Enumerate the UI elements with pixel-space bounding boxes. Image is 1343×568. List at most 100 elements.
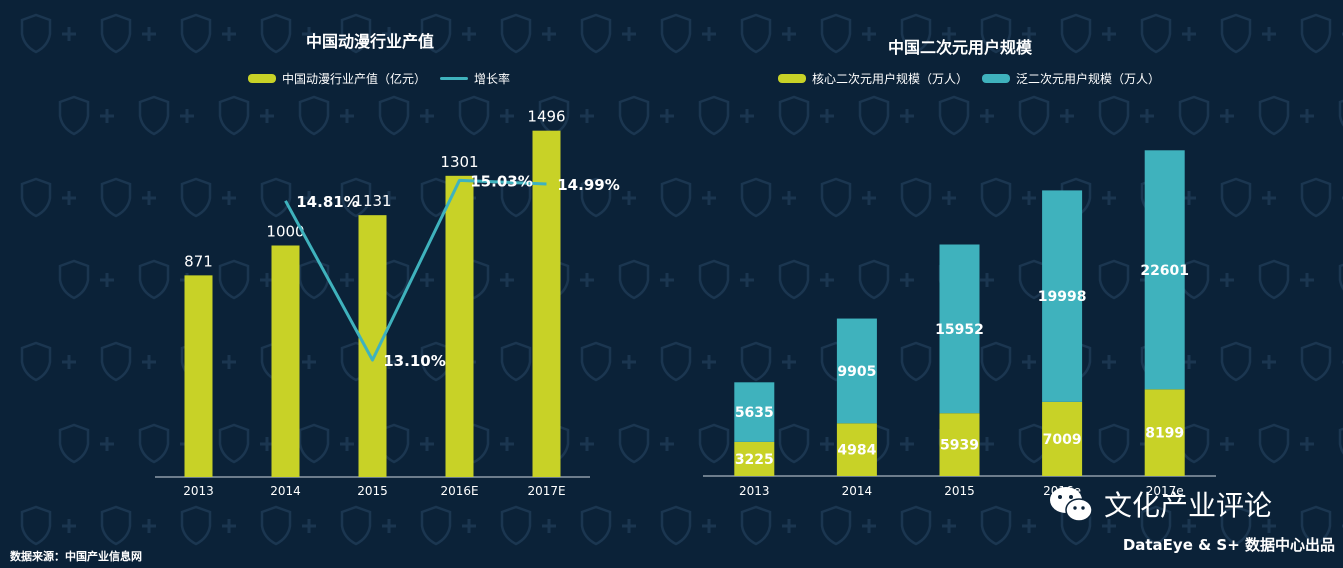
watermark-shield xyxy=(260,177,292,218)
watermark-plus xyxy=(660,437,674,451)
watermark-shield xyxy=(260,505,292,546)
watermark-shield xyxy=(1258,259,1290,300)
chart1-title: 中国动漫行业产值 xyxy=(305,32,434,51)
watermark-plus xyxy=(1220,437,1234,451)
watermark-plus xyxy=(1022,27,1036,41)
watermark-plus xyxy=(900,273,914,287)
watermark-shield xyxy=(1338,99,1343,127)
watermark-plus xyxy=(1022,191,1036,205)
watermark-shield xyxy=(980,13,1012,54)
chart2-tick-label: 2017e xyxy=(1146,484,1184,498)
watermark-shield xyxy=(900,13,932,54)
watermark-plus xyxy=(260,109,274,123)
watermark-plus xyxy=(420,437,434,451)
watermark-plus xyxy=(222,191,236,205)
chart1-growth-label: 14.99% xyxy=(557,176,619,194)
watermark-shield xyxy=(580,177,612,218)
watermark-plus xyxy=(942,191,956,205)
watermark-plus xyxy=(900,109,914,123)
watermark-plus xyxy=(942,519,956,533)
watermark-shield xyxy=(778,95,810,136)
watermark-shield xyxy=(1258,95,1290,136)
watermark-plus xyxy=(340,109,354,123)
watermark-shield xyxy=(1300,177,1332,218)
watermark-shield xyxy=(660,177,692,218)
watermark-shield xyxy=(458,95,490,136)
watermark-plus xyxy=(622,355,636,369)
watermark-plus xyxy=(1220,273,1234,287)
chart2-pan-bar xyxy=(1042,190,1083,402)
credit-line: DataEye & S+ 数据中心出品 xyxy=(1122,536,1335,554)
watermark-shield xyxy=(580,13,612,54)
chart1-bar xyxy=(271,245,300,477)
chart2-tick-label: 2013 xyxy=(739,484,770,498)
watermark-plus xyxy=(702,519,716,533)
watermark-shield xyxy=(660,13,692,54)
watermark-plus xyxy=(820,273,834,287)
watermark-shield xyxy=(1258,423,1290,464)
watermark-shield xyxy=(20,177,52,218)
watermark-plus xyxy=(862,191,876,205)
watermark-plus xyxy=(100,109,114,123)
watermark-shield xyxy=(698,423,730,464)
watermark-plus xyxy=(1262,27,1276,41)
watermark-shield xyxy=(1178,95,1210,136)
chart2-core-bar xyxy=(1144,389,1185,476)
watermark-plus xyxy=(1220,109,1234,123)
watermark-shield xyxy=(138,95,170,136)
watermark-plus xyxy=(782,191,796,205)
watermark-plus xyxy=(820,437,834,451)
chart2-core-bar xyxy=(939,413,980,476)
watermark-plus xyxy=(1102,355,1116,369)
watermark-shield xyxy=(698,259,730,300)
legend-label-output: 中国动漫行业产值（亿元） xyxy=(282,72,427,86)
watermark-shield xyxy=(20,13,52,54)
chart2-pan-label: 22601 xyxy=(1140,263,1189,279)
legend-label-growth: 增长率 xyxy=(474,72,511,86)
watermark-plus xyxy=(142,191,156,205)
chart1-tick-label: 2017E xyxy=(527,484,565,498)
watermark-shield xyxy=(580,341,612,382)
watermark-plus xyxy=(900,437,914,451)
chart2-pan-bar xyxy=(734,382,775,442)
chart2-core-label: 8199 xyxy=(1145,426,1184,442)
chart1-tick-label: 2015 xyxy=(357,484,388,498)
watermark-plus xyxy=(1262,191,1276,205)
watermark-plus xyxy=(1300,273,1314,287)
chart1-bar-label: 1496 xyxy=(527,108,565,126)
watermark-plus xyxy=(1060,109,1074,123)
brand-name: 文化产业评论 xyxy=(1104,489,1273,522)
watermark-plus xyxy=(980,437,994,451)
watermark-shield xyxy=(820,505,852,546)
watermark-shield xyxy=(100,341,132,382)
watermark-plus xyxy=(1182,27,1196,41)
watermark-shield xyxy=(580,505,612,546)
chart1-bar xyxy=(445,175,474,478)
watermark-plus xyxy=(1022,519,1036,533)
watermark-shield xyxy=(938,95,970,136)
watermark-shield xyxy=(340,13,372,54)
watermark-plus xyxy=(62,355,76,369)
watermark-plus xyxy=(500,273,514,287)
watermark-shield xyxy=(420,13,452,54)
brand-block: 文化产业评论 xyxy=(1048,484,1272,524)
watermark-shield xyxy=(740,505,772,546)
watermark-shield xyxy=(1220,505,1252,546)
watermark-shield xyxy=(100,177,132,218)
watermark-shield xyxy=(1338,263,1343,291)
watermark-shield xyxy=(778,259,810,300)
watermark-plus xyxy=(500,109,514,123)
watermark-shield xyxy=(100,13,132,54)
watermark-plus xyxy=(62,519,76,533)
watermark-shield xyxy=(858,259,890,300)
chart2-tick-label: 2014 xyxy=(842,484,873,498)
watermark-plus xyxy=(302,519,316,533)
wechat-icon xyxy=(1050,487,1093,522)
watermark-shield xyxy=(218,95,250,136)
watermark-plus xyxy=(542,519,556,533)
chart1-tick-label: 2014 xyxy=(270,484,301,498)
watermark-shield xyxy=(900,177,932,218)
watermark-plus xyxy=(382,519,396,533)
watermark-shield xyxy=(698,95,730,136)
watermark-shield xyxy=(340,177,372,218)
